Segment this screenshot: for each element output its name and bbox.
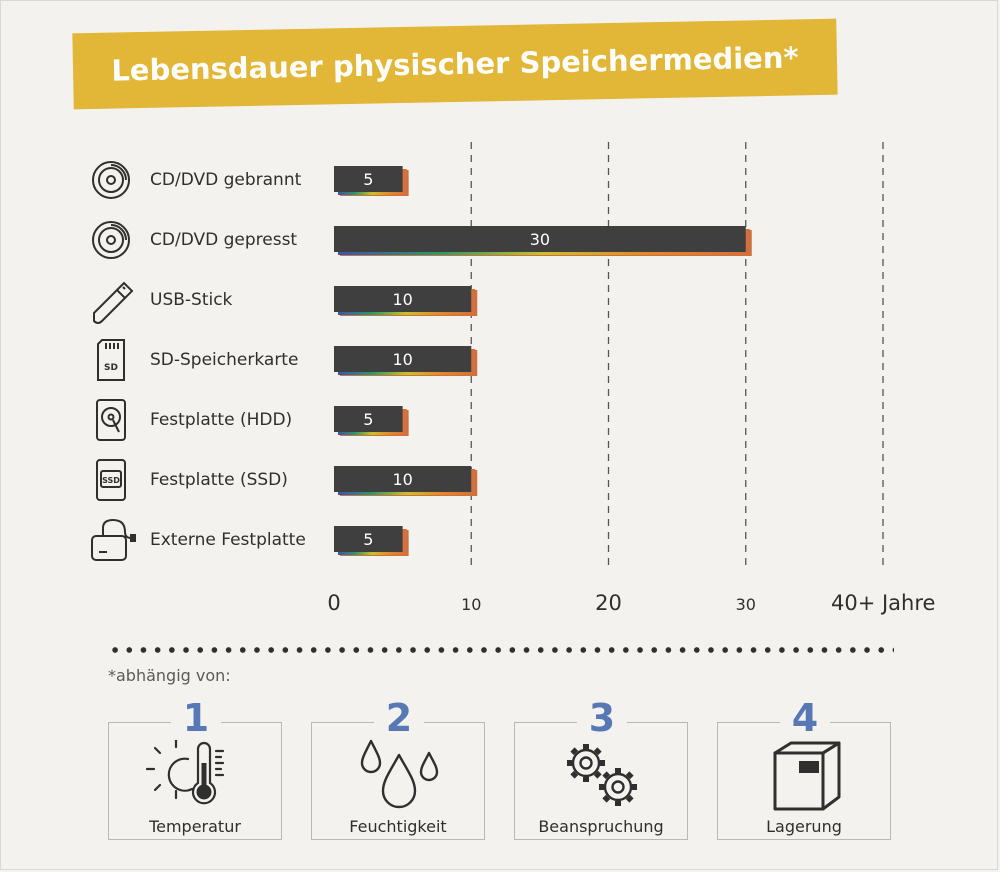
sd-mark: SD — [104, 363, 118, 373]
bar — [334, 406, 403, 432]
bar-value-label: 5 — [363, 410, 373, 429]
bar — [334, 526, 403, 552]
hdd-body — [96, 399, 126, 441]
sd-body — [97, 339, 125, 381]
x-tick-label: 30 — [736, 595, 756, 614]
sd-card-icon: SD — [97, 339, 125, 381]
factor-number: 1 — [171, 696, 221, 740]
footnote: *abhängig von: — [108, 666, 231, 685]
hdd-arm — [112, 419, 120, 433]
bar-value-label: 10 — [392, 290, 412, 309]
disc-hole — [106, 235, 116, 245]
bar-value-label: 5 — [363, 530, 373, 549]
category-label: USB-Stick — [150, 290, 233, 310]
disc-shine — [110, 224, 127, 241]
ext-body — [91, 535, 127, 561]
x-tick-label: 0 — [327, 591, 340, 615]
gears-icon — [567, 744, 637, 806]
ssd-icon: SSD — [96, 459, 126, 501]
hdd-icon — [96, 399, 126, 441]
bar-value-label: 5 — [363, 170, 373, 189]
disc-icon — [92, 221, 130, 259]
usb-connector — [116, 281, 134, 299]
category-label: Externe Festplatte — [150, 530, 306, 550]
x-tick-label: 40+ Jahre — [831, 591, 935, 615]
category-label: Festplatte (HDD) — [150, 410, 292, 430]
disc-shine — [110, 164, 127, 181]
bar — [334, 166, 403, 192]
disc-ring — [98, 227, 124, 253]
factor-number: 4 — [780, 696, 830, 740]
usb-body — [93, 288, 127, 324]
hdd-platter — [101, 407, 121, 427]
factor-number: 2 — [374, 696, 424, 740]
factor-box-temperature: Temperatur — [108, 722, 282, 840]
ssd-mark: SSD — [102, 476, 120, 485]
factor-label: Lagerung — [766, 817, 842, 836]
disc-icon — [92, 161, 130, 199]
bar-value-label: 10 — [392, 470, 412, 489]
disc-outer — [92, 221, 130, 259]
hdd-spindle — [107, 413, 115, 421]
bar — [334, 346, 472, 372]
bar-chart: SD SSD CD/DVD gebrannt 5 CD/DVD gepresst 30 U… — [91, 142, 935, 615]
ssd-label — [100, 470, 122, 488]
category-label: CD/DVD gepresst — [150, 230, 297, 250]
x-tick-label: 10 — [461, 595, 481, 614]
bar — [334, 226, 746, 252]
category-label: Festplatte (SSD) — [150, 470, 288, 490]
external-drive-icon — [91, 518, 136, 561]
bar-value-label: 10 — [392, 350, 412, 369]
category-label: SD-Speicherkarte — [150, 350, 298, 370]
bar-value-label: 30 — [530, 230, 550, 249]
storage-box-icon — [773, 741, 841, 811]
ext-plug — [130, 534, 136, 542]
water-drops-icon — [360, 739, 439, 809]
dotted-divider — [108, 646, 894, 654]
usb-stick-icon — [93, 281, 134, 324]
factor-label: Temperatur — [149, 817, 241, 836]
ssd-body — [96, 459, 126, 501]
disc-outer — [92, 161, 130, 199]
disc-hole — [106, 175, 116, 185]
category-label: CD/DVD gebrannt — [150, 170, 302, 190]
bar — [334, 466, 472, 492]
factor-label: Feuchtigkeit — [349, 817, 447, 836]
usb-pin — [122, 286, 126, 290]
factor-number: 3 — [577, 696, 627, 740]
thermometer-sun-icon — [146, 738, 225, 805]
ext-cable — [102, 518, 132, 539]
factor-label: Beanspruchung — [538, 817, 664, 836]
bar — [334, 286, 472, 312]
disc-ring — [98, 167, 124, 193]
x-tick-label: 20 — [595, 591, 622, 615]
